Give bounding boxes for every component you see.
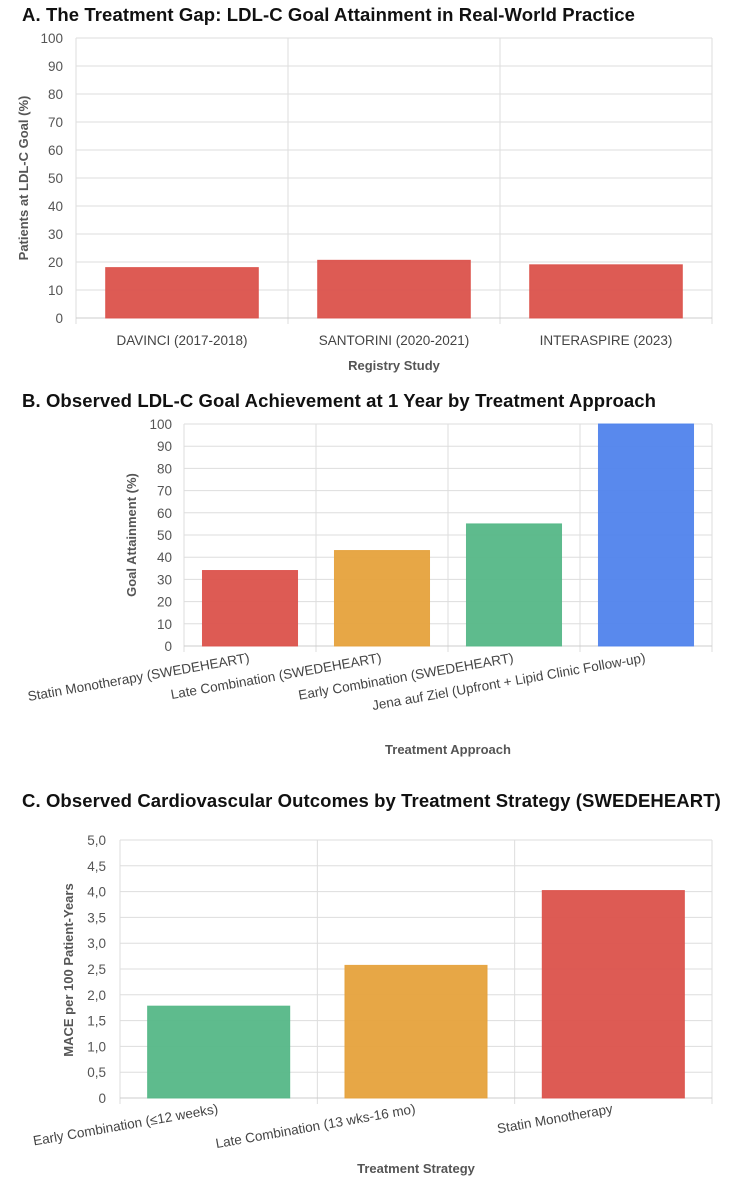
- chart-c-x-axis-title: Treatment Strategy: [357, 1161, 476, 1176]
- chart-b-y-tick-label: 50: [157, 528, 172, 543]
- chart-c-y-tick-label: 1,5: [87, 1014, 106, 1029]
- chart-a-y-axis-title: Patients at LDL-C Goal (%): [16, 96, 31, 261]
- chart-a-y-tick-label: 50: [48, 171, 63, 186]
- panel-a: A. The Treatment Gap: LDL-C Goal Attainm…: [0, 0, 744, 380]
- chart-c-y-tick-label: 1,0: [87, 1039, 106, 1054]
- chart-a-y-tick-label: 10: [48, 283, 63, 298]
- chart-c-x-tick-label: Statin Monotherapy: [496, 1101, 614, 1136]
- chart-a-x-tick-label: DAVINCI (2017-2018): [116, 333, 247, 348]
- chart-a-title: A. The Treatment Gap: LDL-C Goal Attainm…: [22, 4, 636, 25]
- chart-b-bar-3: [465, 523, 563, 647]
- panel-c: C. Observed Cardiovascular Outcomes by T…: [0, 770, 744, 1200]
- chart-a-y-tick-label: 70: [48, 115, 63, 130]
- chart-c-y-tick-label: 0: [98, 1091, 106, 1106]
- chart-c-title: C. Observed Cardiovascular Outcomes by T…: [22, 790, 721, 811]
- chart-a-y-tick-label: 0: [55, 311, 63, 326]
- chart-a-y-tick-label: 30: [48, 227, 63, 242]
- chart-a-x-tick-label: INTERASPIRE (2023): [540, 333, 673, 348]
- chart-a-y-tick-label: 80: [48, 87, 63, 102]
- chart-b-y-tick-label: 70: [157, 484, 172, 499]
- chart-a-y-tick-label: 20: [48, 255, 63, 270]
- chart-a-y-tick-label: 60: [48, 143, 63, 158]
- chart-a-y-tick-label: 40: [48, 199, 63, 214]
- chart-c-y-tick-label: 2,5: [87, 962, 106, 977]
- chart-a-y-tick-label: 90: [48, 59, 63, 74]
- chart-a-bar-3: [529, 264, 683, 319]
- chart-b-y-tick-label: 100: [149, 417, 172, 432]
- chart-c-x-tick-label: Early Combination (≤12 weeks): [32, 1101, 219, 1148]
- chart-b-y-tick-label: 40: [157, 550, 172, 565]
- chart-b-y-tick-label: 20: [157, 595, 172, 610]
- chart-b-y-tick-label: 90: [157, 439, 172, 454]
- chart-c-y-tick-label: 3,0: [87, 936, 106, 951]
- chart-b-y-tick-label: 10: [157, 617, 172, 632]
- chart-b-x-axis-title: Treatment Approach: [385, 742, 511, 757]
- chart-b-bar-2: [333, 550, 431, 647]
- chart-b-x-tick-label: Statin Monotherapy (SWEDEHEART): [27, 650, 251, 704]
- chart-a-x-tick-label: SANTORINI (2020-2021): [319, 333, 470, 348]
- chart-c-bar-1: [147, 1005, 291, 1099]
- chart-c-bar-3: [541, 890, 685, 1099]
- chart-c: 0 0,5 1,0 1,5 2,0 2,5 3,0 3,5 4,0 4,5 5,0 Early Com…: [32, 833, 713, 1176]
- chart-b-y-tick-label: 30: [157, 572, 172, 587]
- chart-b-bar-4: [597, 423, 695, 647]
- chart-a: 0 10 20 30 40 50 60 70 80 90 100 DAVINCI (2017-2018…: [16, 31, 713, 373]
- chart-a-bar-2: [317, 259, 471, 319]
- chart-c-y-tick-label: 4,0: [87, 885, 106, 900]
- chart-b-y-axis-title: Goal Attainment (%): [124, 473, 139, 597]
- chart-c-y-tick-label: 2,0: [87, 988, 106, 1003]
- panel-b: B. Observed LDL-C Goal Achievement at 1 …: [0, 380, 744, 770]
- chart-b: 0 10 20 30 40 50 60 70 80 90 100 Statin Monotherapy…: [27, 417, 713, 757]
- chart-b-y-tick-label: 80: [157, 461, 172, 476]
- chart-c-y-tick-label: 0,5: [87, 1065, 106, 1080]
- chart-b-y-tick-label: 0: [164, 639, 172, 654]
- chart-c-bar-2: [344, 964, 488, 1099]
- chart-a-bar-1: [105, 267, 259, 319]
- chart-b-title: B. Observed LDL-C Goal Achievement at 1 …: [22, 390, 657, 411]
- chart-c-y-tick-label: 3,5: [87, 910, 106, 925]
- chart-c-y-tick-label: 4,5: [87, 859, 106, 874]
- chart-b-y-tick-label: 60: [157, 506, 172, 521]
- chart-c-y-tick-label: 5,0: [87, 833, 106, 848]
- chart-a-y-tick-label: 100: [40, 31, 63, 46]
- chart-b-bar-1: [201, 570, 299, 647]
- chart-a-x-axis-title: Registry Study: [348, 358, 441, 373]
- chart-c-y-axis-title: MACE per 100 Patient-Years: [61, 883, 76, 1056]
- chart-c-x-tick-label: Late Combination (13 wks-16 mo): [214, 1101, 416, 1151]
